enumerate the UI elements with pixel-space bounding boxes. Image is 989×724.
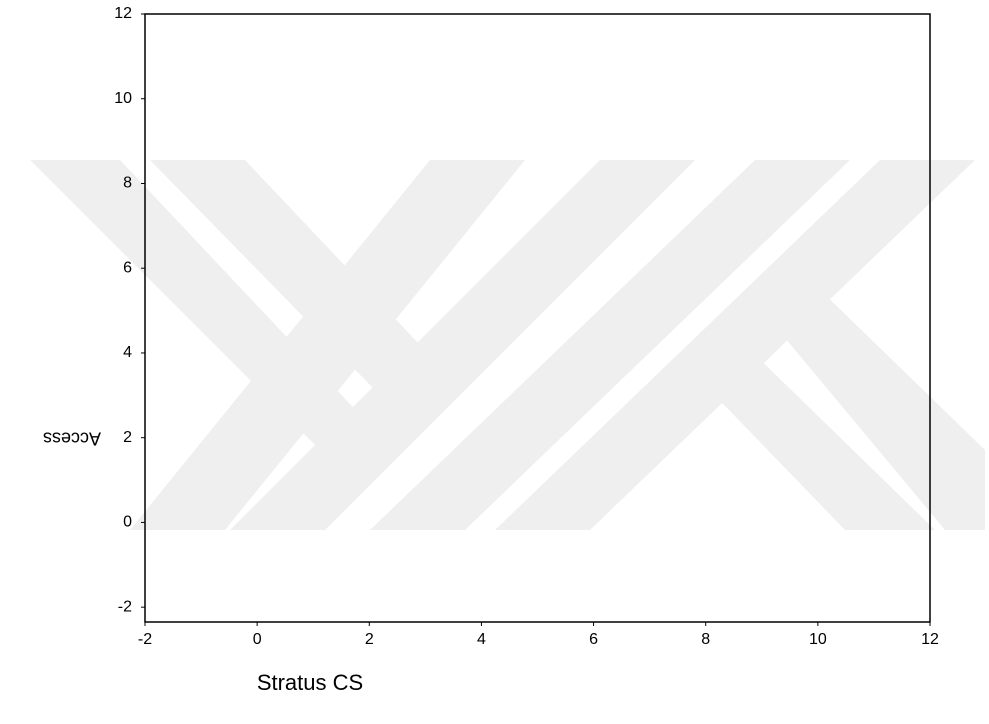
x-tick-label: 12 — [921, 631, 939, 648]
y-tick-label: 6 — [123, 259, 132, 276]
x-tick-label: 4 — [477, 631, 486, 648]
y-tick-label: 8 — [123, 175, 132, 192]
x-axis-label: Stratus CS — [257, 670, 363, 695]
watermark — [30, 160, 985, 530]
y-axis-label: Access — [43, 428, 101, 448]
y-tick-label: -2 — [118, 598, 132, 615]
x-tick-label: 8 — [701, 631, 710, 648]
plot-frame — [144, 13, 931, 623]
x-tick-label: 0 — [253, 631, 262, 648]
y-tick-label: 4 — [123, 344, 132, 361]
x-tick-label: -2 — [138, 631, 152, 648]
y-tick-label: 2 — [123, 429, 132, 446]
x-tick-label: 10 — [809, 631, 827, 648]
x-tick-label: 2 — [365, 631, 374, 648]
y-tick-label: 10 — [114, 90, 132, 107]
y-tick-label: 12 — [114, 5, 132, 22]
y-tick-label: 0 — [123, 514, 132, 531]
x-tick-label: 6 — [589, 631, 598, 648]
